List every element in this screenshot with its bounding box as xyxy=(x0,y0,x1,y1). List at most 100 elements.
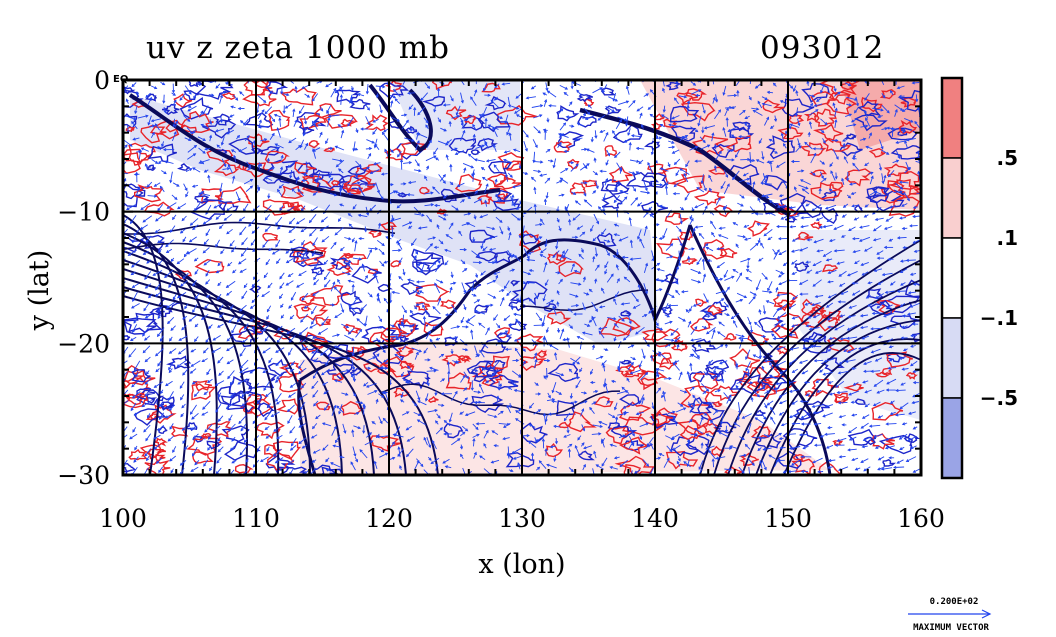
wind-vector xyxy=(766,300,775,305)
wind-vector-head xyxy=(639,112,643,116)
wind-vector-head xyxy=(470,329,474,333)
wind-vector xyxy=(305,161,308,173)
wind-vector-head xyxy=(822,253,827,257)
wind-vector-head xyxy=(495,274,499,279)
vorticity-contour xyxy=(857,100,882,117)
wind-vector-head xyxy=(752,354,756,358)
wind-vector xyxy=(886,423,897,425)
vorticity-contour xyxy=(419,186,430,195)
wind-vector-head xyxy=(374,389,378,393)
wind-vector xyxy=(489,248,496,251)
wind-vector-head xyxy=(438,119,441,123)
wind-vector-head xyxy=(203,169,208,173)
wind-vector xyxy=(425,393,429,401)
wind-vector xyxy=(777,293,788,296)
wind-vector xyxy=(241,290,248,299)
wind-vector xyxy=(226,290,232,296)
wind-vector xyxy=(700,383,709,392)
wind-vector xyxy=(408,181,417,184)
wind-vector-head xyxy=(778,394,782,398)
wind-vector-head xyxy=(169,229,173,233)
wind-vector-head xyxy=(672,362,676,366)
wind-vector-head xyxy=(572,217,576,221)
wind-vector xyxy=(581,424,585,431)
wind-vector-head xyxy=(266,405,270,409)
wind-vector-head xyxy=(621,255,625,259)
height-contour xyxy=(699,239,921,475)
wind-vector xyxy=(274,114,282,118)
wind-vector-head xyxy=(246,135,250,139)
wind-vector xyxy=(604,383,609,394)
wind-vector xyxy=(612,92,617,101)
wind-vector-head xyxy=(833,88,837,92)
wind-vector-head xyxy=(776,224,780,229)
wind-vector xyxy=(218,415,224,422)
wind-vector-head xyxy=(278,117,282,121)
wind-vector-head xyxy=(592,190,597,194)
wind-vector xyxy=(485,327,490,336)
wind-vector-head xyxy=(623,276,627,280)
wind-vector-head xyxy=(515,318,519,322)
wind-vector xyxy=(351,96,353,105)
wind-vector-head xyxy=(625,123,629,127)
wind-vector-head xyxy=(144,359,148,363)
wind-vector xyxy=(136,187,140,196)
wind-vector-head xyxy=(530,176,535,180)
wind-vector-head xyxy=(312,242,316,247)
wind-vector-head xyxy=(219,119,223,124)
wind-vector-head xyxy=(174,196,178,201)
wind-vector xyxy=(841,178,845,186)
wind-vector xyxy=(754,322,761,328)
wind-vector-head xyxy=(612,98,616,102)
wind-vector-head xyxy=(392,433,396,437)
wind-vector-head xyxy=(838,361,842,365)
wind-vector-head xyxy=(476,354,481,358)
wind-vector-head xyxy=(357,213,362,217)
wind-vector xyxy=(615,119,622,130)
wind-vector-head xyxy=(478,322,482,326)
wind-vector xyxy=(617,116,627,121)
wind-vector-head xyxy=(863,361,867,365)
wind-vector xyxy=(427,237,436,240)
wind-vector xyxy=(912,82,920,84)
wind-vector xyxy=(559,122,566,131)
vorticity-contour xyxy=(441,354,462,367)
wind-vector xyxy=(401,411,409,416)
wind-vector-head xyxy=(827,426,831,430)
wind-vector-head xyxy=(168,350,173,354)
wind-vector xyxy=(287,161,296,168)
wind-vector xyxy=(437,140,448,146)
wind-vector xyxy=(691,89,701,95)
wind-vector xyxy=(172,99,177,107)
wind-vector-head xyxy=(348,100,352,104)
wind-vector xyxy=(914,121,921,129)
vorticity-contour xyxy=(180,110,214,134)
wind-vector-head xyxy=(910,344,914,348)
wind-vector xyxy=(789,358,798,365)
wind-vector-head xyxy=(140,226,144,230)
wind-vector-head xyxy=(826,219,830,223)
wind-vector-head xyxy=(846,177,850,182)
wind-vector-head xyxy=(548,344,553,348)
wind-vector-head xyxy=(463,306,467,311)
wind-vector xyxy=(689,386,695,392)
vorticity-contour xyxy=(145,404,177,424)
vorticity-contour xyxy=(380,221,397,231)
wind-vector xyxy=(592,87,603,94)
wind-vector-head xyxy=(336,405,340,409)
wind-vector-head xyxy=(446,361,451,365)
wind-vector xyxy=(239,147,248,152)
wind-vector-head xyxy=(214,382,218,386)
wind-vector-head xyxy=(333,379,338,383)
wind-vector-head xyxy=(835,138,839,143)
wind-vector xyxy=(335,145,345,151)
vorticity-contour xyxy=(593,396,614,408)
wind-vector-head xyxy=(705,243,709,247)
wind-vector-head xyxy=(758,355,762,359)
wind-vector-head xyxy=(745,368,749,372)
wind-vector-head xyxy=(632,100,636,104)
wind-vector xyxy=(604,261,609,268)
wind-vector-head xyxy=(289,240,293,244)
wind-vector-head xyxy=(449,163,453,168)
wind-vector-head xyxy=(691,386,695,390)
